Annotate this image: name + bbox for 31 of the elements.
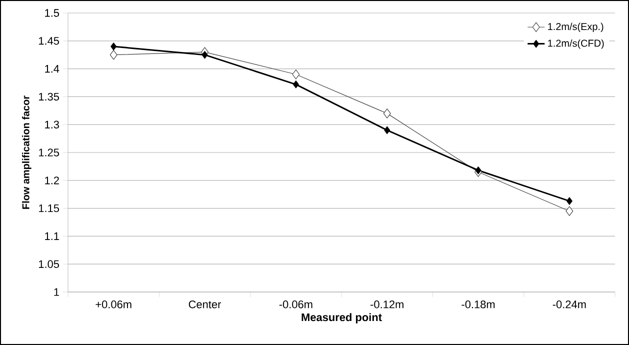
point (292, 69, 300, 80)
x-tick-label: -0.18m (462, 300, 495, 308)
y-tick-label: 1.1 (45, 232, 59, 240)
point (383, 108, 391, 118)
x-axis-title: Measured point (302, 313, 382, 324)
legend-label: 1.2m/s(CFD) (548, 39, 604, 49)
y-tick-label: 1.5 (45, 9, 60, 17)
point (292, 80, 299, 88)
y-axis-title: Flow amplification facor (22, 96, 32, 209)
y-tick-label: 1 (54, 288, 59, 296)
x-tick-label: -0.12m (370, 300, 404, 308)
point (566, 197, 572, 205)
y-tick-label: 1.45 (38, 37, 60, 45)
point (566, 206, 574, 216)
y-tick-label: 1.3 (45, 120, 59, 128)
x-tick-label: Center (188, 300, 222, 308)
point (110, 50, 118, 60)
x-tick-label: -0.06m (279, 300, 312, 308)
y-tick-label: 1.05 (38, 260, 60, 268)
point (110, 42, 117, 50)
y-tick-label: 1.4 (45, 65, 60, 73)
point (384, 126, 390, 134)
point (202, 50, 208, 59)
legend-label: 1.2m/s(Exp.) (548, 22, 604, 32)
y-tick-label: 1.15 (38, 204, 60, 212)
y-tick-label: 1.35 (38, 92, 60, 101)
y-tick-label: 1.2 (45, 176, 59, 184)
x-tick-label: +0.06m (96, 300, 132, 308)
point (475, 166, 482, 174)
y-tick-label: 1.25 (38, 148, 60, 156)
x-tick-label: -0.24m (552, 300, 586, 308)
